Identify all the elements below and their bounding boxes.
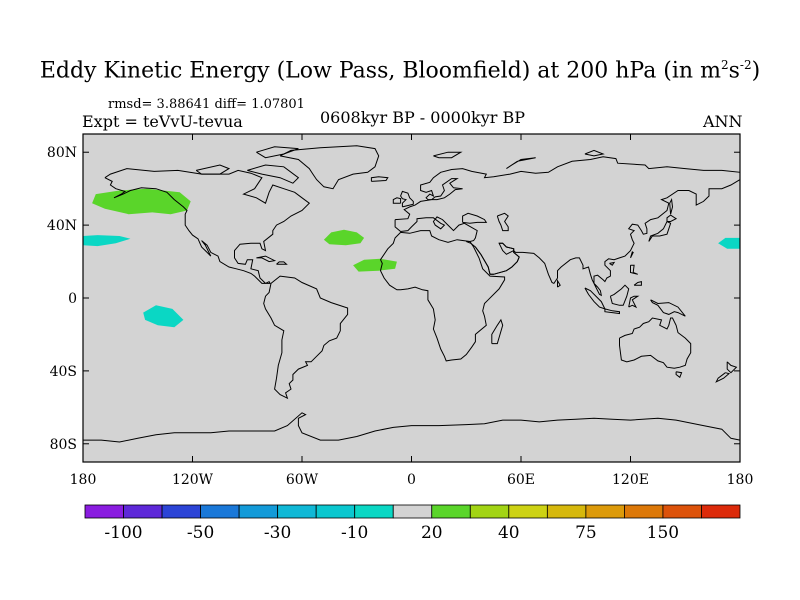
title-text: Eddy Kinetic Energy (Low Pass, Bloomfiel… [39,58,721,84]
coastline-ellesmere-island [256,146,299,159]
x-tick-label: 120E [612,472,649,488]
coastline-iceland [370,176,389,182]
colorbar-swatch [84,504,124,519]
coastline-australia [619,317,692,369]
y-tick-label: 0 [68,291,77,307]
coastline-hainan [609,261,616,266]
colorbar-swatch [238,504,279,519]
coastline-sri-lanka [557,278,561,288]
coastline-new-guinea [650,299,686,317]
coastline-cuba [256,255,277,263]
coastline-sulawesi [628,295,640,309]
coastline-new-zealand-south [715,372,731,383]
patch-south-pacific-negative [143,305,184,328]
coastline-japan [648,220,672,242]
coastline-borneo [609,284,630,306]
coastline-arabia [474,242,520,275]
coastline-black-sea [462,212,488,224]
y-tick-label: 80S [50,437,77,453]
title-unit-exp2: -2 [739,58,752,72]
patch-central-pacific-negative-north [83,235,131,247]
colorbar-label: -50 [187,523,214,543]
colorbar-swatch [315,504,356,519]
coastline-novaya-zemlya [506,157,536,170]
patch-west-pacific-negative [718,237,740,249]
colorbar-label: -30 [264,523,291,543]
coastline-new-zealand-north [726,361,738,374]
x-tick-label: 60W [286,472,319,488]
y-tick-label: 40S [50,364,77,380]
period-label: 0608kyr BP - 0000kyr BP [320,108,525,127]
x-tick-label: 60E [507,472,535,488]
title-close: ) [751,58,761,84]
colorbar-swatch [585,504,625,519]
coastline-hispaniola [276,261,288,265]
colorbar-swatch [508,504,548,519]
coastline-greenland [279,145,380,190]
coastline-java [604,308,620,315]
coastline-hokkaido [666,214,678,222]
coastline-svalbard [433,151,463,159]
coastline-ireland [392,197,402,204]
coastline-philippines-mindanao [633,280,642,286]
coastline-victoria-island [195,164,231,175]
colorbar-swatch [123,504,163,519]
title-unit-s: s [728,58,740,84]
coastline-uk [400,190,414,208]
coastline-baffin-island [247,164,300,184]
map-background [83,134,740,462]
x-tick-label: 120W [172,472,214,488]
coastline-severnaya-zemlya [584,149,605,157]
coastline-sakhalin [669,197,674,215]
patch-west-africa-positive [353,258,397,272]
experiment-label: Expt = teVvU-tevua [82,112,243,131]
coastline-madagascar [491,318,504,345]
colorbar-label: 20 [421,523,443,543]
coastline-tasmania [675,371,683,379]
colorbar-label: -10 [341,523,368,543]
colorbar-label: 75 [575,523,597,543]
coastline-north-america [104,168,311,285]
colorbar-label: -100 [104,523,142,543]
coastline-south-america [263,275,349,400]
x-tick-label: 0 [407,472,416,488]
coastline-sumatra [584,287,606,310]
coastline-antarctica [83,412,741,443]
colorbar-swatch [546,504,587,519]
colorbar-swatch [392,504,433,519]
title-unit-exp1: 2 [720,58,729,72]
coastline-africa [379,230,506,362]
patch-north-atlantic-positive [323,229,365,246]
coastline-caspian-sea [496,212,509,232]
colorbar-swatch [354,504,394,519]
y-tick-label: 80N [47,145,77,161]
colorbar-swatch [701,504,741,519]
colorbar-swatch [431,504,471,519]
colorbar-label: 40 [498,523,520,543]
colorbar-swatch [469,504,510,519]
colorbar-swatch [662,504,702,519]
plot-title: Eddy Kinetic Energy (Low Pass, Bloomfiel… [0,58,800,83]
colorbar-swatch [200,504,240,519]
colorbar-swatch [161,504,201,519]
colorbar-swatch [277,504,317,519]
x-tick-label: 180 [70,472,97,488]
patch-north-pacific-positive [92,188,191,215]
coastline-taiwan [630,251,634,259]
colorbar-label: 150 [647,523,679,543]
coastline-philippines-luzon [630,264,638,275]
season-label: ANN [703,112,743,131]
y-tick-label: 40N [47,218,77,234]
stats-text: rmsd= 3.88641 diff= 1.07801 [108,97,305,112]
x-tick-label: 180 [727,472,754,488]
colorbar-swatch [624,504,664,519]
